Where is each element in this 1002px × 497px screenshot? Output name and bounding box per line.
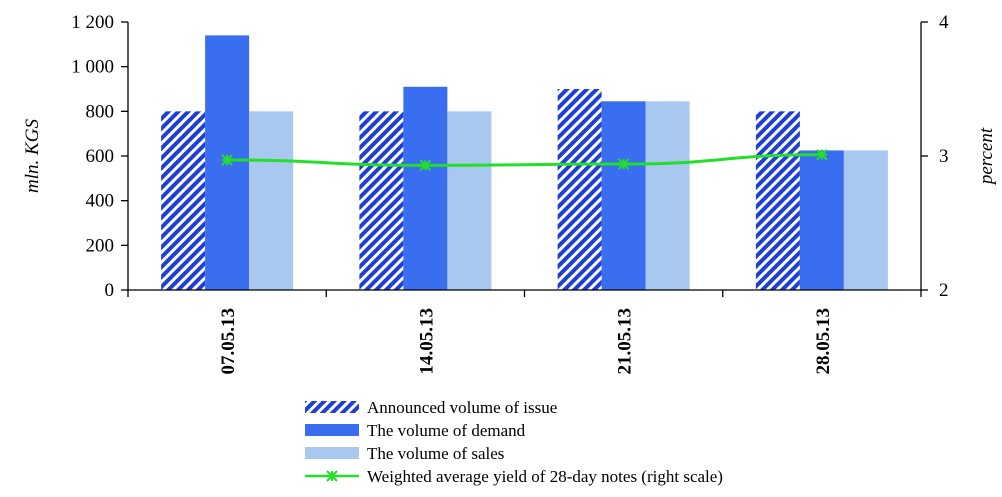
y-tick-label-4: 800: [86, 101, 115, 122]
legend-label-3: Weighted average yield of 28-day notes (…: [367, 467, 723, 486]
y-tick-label-6: 1 200: [71, 12, 114, 33]
bar-the-volume-of-demand-1: [403, 86, 448, 291]
legend-label-0: Announced volume of issue: [367, 398, 557, 417]
line-marker-3: [816, 148, 828, 161]
legend-swatch-1: [305, 424, 359, 436]
legend-item-0: Announced volume of issue: [305, 398, 557, 417]
line-marker-0: [221, 154, 233, 166]
y2-axis-title: percent: [976, 127, 997, 186]
bar-the-volume-of-demand-2: [601, 101, 646, 291]
plot-layer: [161, 35, 888, 291]
x-category-label-3: 28.05.13: [813, 308, 834, 375]
legend: Announced volume of issue The volume of d…: [305, 398, 723, 486]
legend-swatch-2: [305, 447, 359, 459]
y2-tick-label-1: 3: [939, 146, 949, 167]
y-tick-label-5: 1 000: [71, 57, 114, 78]
y-tick-label-0: 0: [105, 280, 115, 301]
bar-the-volume-of-sales-2: [645, 101, 690, 291]
legend-item-3: Weighted average yield of 28-day notes (…: [305, 467, 723, 486]
legend-item-1: The volume of demand: [305, 421, 526, 440]
bar-announced-volume-of-issue-2: [557, 89, 602, 290]
x-category-label-1: 14.05.13: [416, 308, 437, 375]
bar-the-volume-of-sales-0: [249, 111, 294, 290]
legend-marker-3: [326, 470, 338, 482]
bar-announced-volume-of-issue-1: [359, 111, 404, 290]
legend-swatch-0: [305, 401, 359, 413]
bar-the-volume-of-sales-3: [843, 150, 888, 290]
y2-tick-label-0: 2: [939, 280, 949, 301]
x-category-label-0: 07.05.13: [218, 308, 239, 375]
bar-the-volume-of-demand-3: [799, 150, 844, 290]
line-marker-2: [617, 158, 630, 170]
line-marker-1: [419, 159, 432, 172]
legend-item-2: The volume of sales: [305, 444, 504, 463]
y-tick-label-2: 400: [86, 191, 115, 212]
legend-label-1: The volume of demand: [367, 421, 526, 440]
y-tick-label-1: 200: [86, 235, 115, 256]
y-tick-label-3: 600: [86, 146, 115, 167]
legend-label-2: The volume of sales: [367, 444, 504, 463]
axis-layer: 0 200 400 600 800 1 000 1 200 2 3 4 07.05.13 14.05.…: [71, 12, 949, 375]
x-category-label-2: 21.05.13: [615, 308, 636, 375]
y2-tick-label-2: 4: [939, 12, 949, 33]
line-yield: [227, 153, 822, 167]
bar-announced-volume-of-issue-3: [755, 111, 800, 290]
y-axis-title: mln. KGS: [22, 119, 43, 193]
bar-announced-volume-of-issue-0: [161, 111, 206, 290]
bar-the-volume-of-sales-1: [447, 111, 492, 290]
